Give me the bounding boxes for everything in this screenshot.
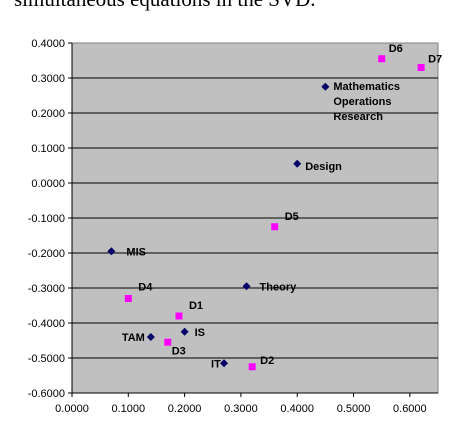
data-point-square [417, 64, 425, 71]
data-point-square [378, 55, 386, 63]
x-tick-label: 0.2000 [168, 403, 202, 415]
data-label: Design [305, 161, 342, 173]
x-tick-label: 0.3000 [224, 403, 258, 415]
y-tick-label: -0.4000 [28, 318, 65, 330]
data-point-diamond [146, 333, 155, 341]
data-label: D6 [389, 43, 403, 55]
data-point-square [248, 363, 256, 371]
y-tick-label: 0.0000 [31, 178, 65, 190]
x-tick-label: 0.1000 [111, 403, 145, 415]
data-label: Research [333, 111, 383, 123]
data-point-square [124, 295, 132, 302]
y-tick-label: -0.1000 [28, 213, 65, 225]
data-point-square [271, 223, 279, 231]
x-tick-label: 0.6000 [393, 403, 427, 415]
data-label: MIS [126, 246, 146, 258]
y-tick-label: -0.6000 [28, 388, 65, 400]
y-tick-label: 0.3000 [31, 73, 65, 85]
y-tick-label: -0.5000 [28, 353, 65, 365]
data-point-diamond [180, 327, 189, 336]
data-label: D1 [189, 300, 203, 312]
caption-text: simultaneous equations in the SVD. [14, 0, 316, 12]
data-label: Operations [333, 96, 391, 108]
data-label: D5 [285, 211, 299, 223]
y-tick-label: -0.3000 [28, 283, 65, 295]
data-label: IS [195, 327, 205, 339]
data-point-square [164, 338, 172, 346]
data-point-diamond [220, 359, 229, 368]
y-tick-label: 0.4000 [31, 38, 65, 50]
x-tick-label: 0.5000 [337, 403, 371, 415]
data-point-diamond [293, 159, 302, 168]
data-label: D4 [138, 282, 153, 294]
data-point-square [175, 312, 183, 320]
data-label: IT [211, 358, 221, 370]
y-tick-label: 0.1000 [31, 143, 65, 155]
data-point-diamond [321, 82, 330, 91]
x-tick-label: 0.0000 [55, 403, 89, 415]
data-point-diamond [242, 282, 251, 291]
data-label: D3 [172, 345, 186, 357]
data-label: D2 [260, 355, 274, 367]
data-label: D7 [428, 54, 442, 66]
data-label: TAM [122, 332, 145, 344]
data-label: Theory [260, 281, 298, 293]
y-tick-label: -0.2000 [28, 248, 65, 260]
data-point-diamond [107, 247, 116, 256]
x-tick-label: 0.4000 [280, 403, 314, 415]
y-tick-label: 0.2000 [31, 108, 65, 120]
data-label: Mathematics [333, 81, 400, 93]
